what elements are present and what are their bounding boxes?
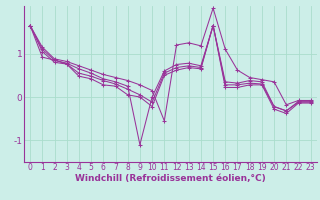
X-axis label: Windchill (Refroidissement éolien,°C): Windchill (Refroidissement éolien,°C) [75,174,266,183]
